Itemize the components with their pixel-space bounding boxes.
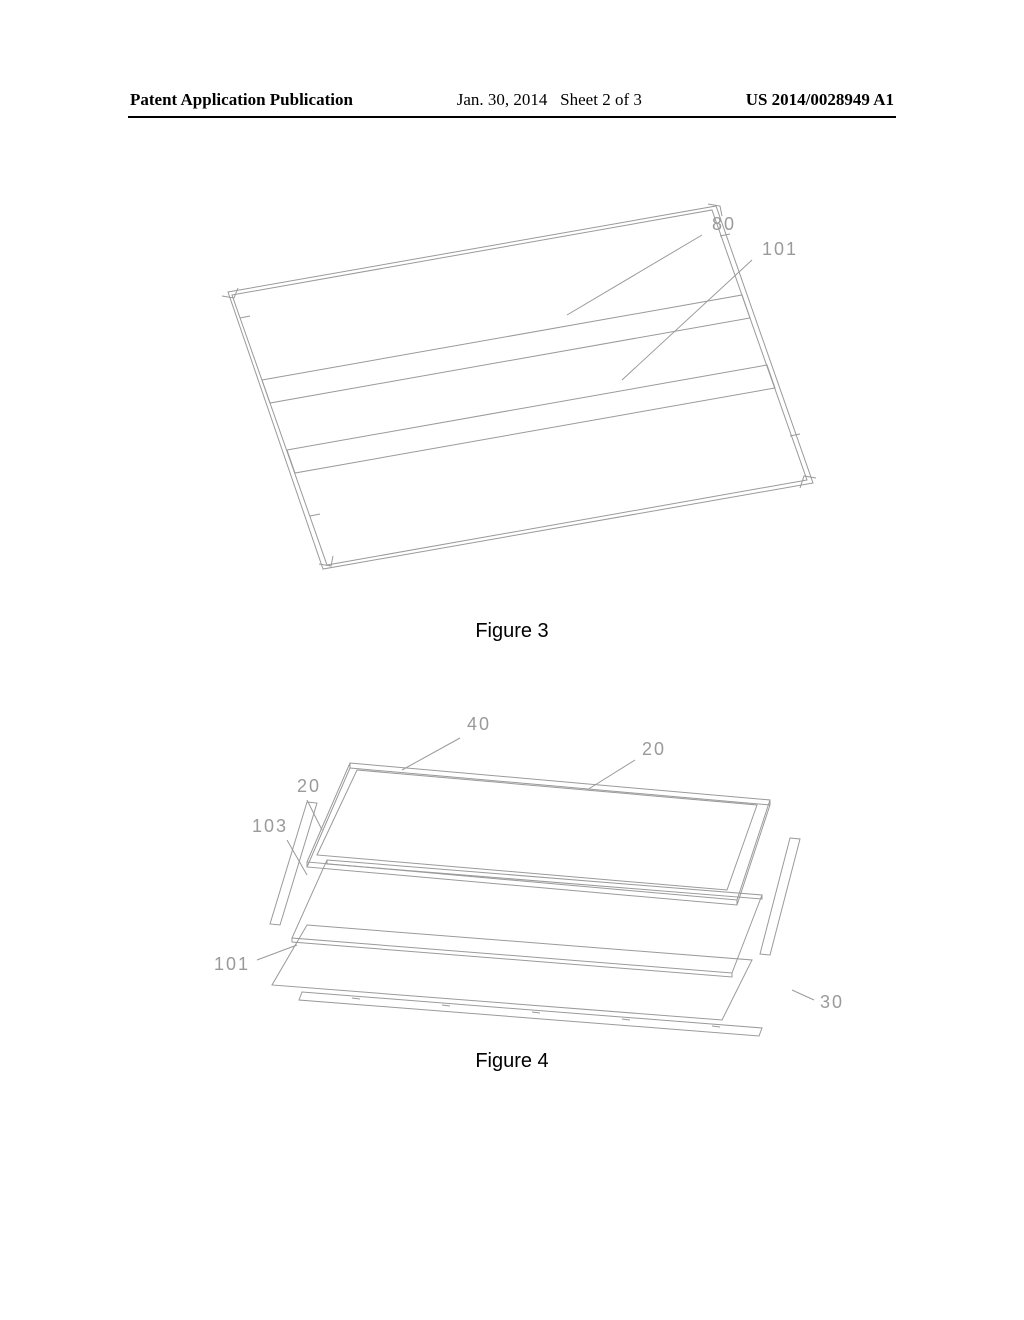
fig4-label-103: 103 [252,816,307,875]
fig4-label-20-right-text: 20 [642,739,666,759]
header-sheet: Sheet 2 of 3 [560,90,642,109]
fig3-label-80-text: 80 [712,214,736,234]
page: Patent Application Publication Jan. 30, … [0,0,1024,1320]
fig4-front-frame-opening [317,770,757,890]
fig4-label-30: 30 [792,990,844,1012]
fig3-label-101: 101 [622,239,798,380]
fig4-label-40-text: 40 [467,714,491,734]
fig4-side-right [760,838,800,955]
fig3-label-80: 80 [567,214,736,315]
figure-4-block: 40 20 20 103 101 30 Figure 4 [0,700,1024,1073]
fig4-label-30-text: 30 [820,992,844,1012]
fig4-bottom-rail [299,992,762,1036]
fig3-corner-tab-3 [800,476,816,488]
fig4-label-103-text: 103 [252,816,288,836]
fig3-label-101-text: 101 [762,239,798,259]
fig4-bottom-rail-tabs [352,998,720,1027]
fig3-edge-ticks-right [720,234,800,436]
fig3-brace-lower [287,365,775,473]
figure-3-block: 80 101 Figure 3 [0,180,1024,643]
fig4-middle-plate-edge-bottom [292,938,732,977]
fig4-front-frame-outer-bottom [307,768,770,905]
page-header: Patent Application Publication Jan. 30, … [0,90,1024,118]
figure-3-caption: Figure 3 [0,620,1024,643]
header-publication: Patent Application Publication [130,90,353,110]
fig4-middle-plate [292,860,762,973]
fig4-front-frame-outer [307,763,770,900]
figure-4-svg: 40 20 20 103 101 30 [102,700,922,1040]
fig4-label-20-left-text: 20 [297,776,321,796]
header-row: Patent Application Publication Jan. 30, … [128,90,896,118]
fig4-label-40: 40 [402,714,491,770]
header-pubnumber: US 2014/0028949 A1 [746,90,894,110]
figure-3-svg: 80 101 [122,180,902,610]
fig4-label-101-text: 101 [214,954,250,974]
fig3-edge-ticks-left [240,316,320,516]
fig3-brace-upper [262,295,750,403]
fig3-backplate-outline [232,210,807,565]
fig4-label-20-right: 20 [587,739,666,790]
figure-4-caption: Figure 4 [0,1050,1024,1073]
header-date-sheet: Jan. 30, 2014 Sheet 2 of 3 [457,90,642,110]
header-date: Jan. 30, 2014 [457,90,548,109]
fig4-middle-plate-edge-top [327,860,762,899]
fig4-label-101: 101 [214,945,297,974]
